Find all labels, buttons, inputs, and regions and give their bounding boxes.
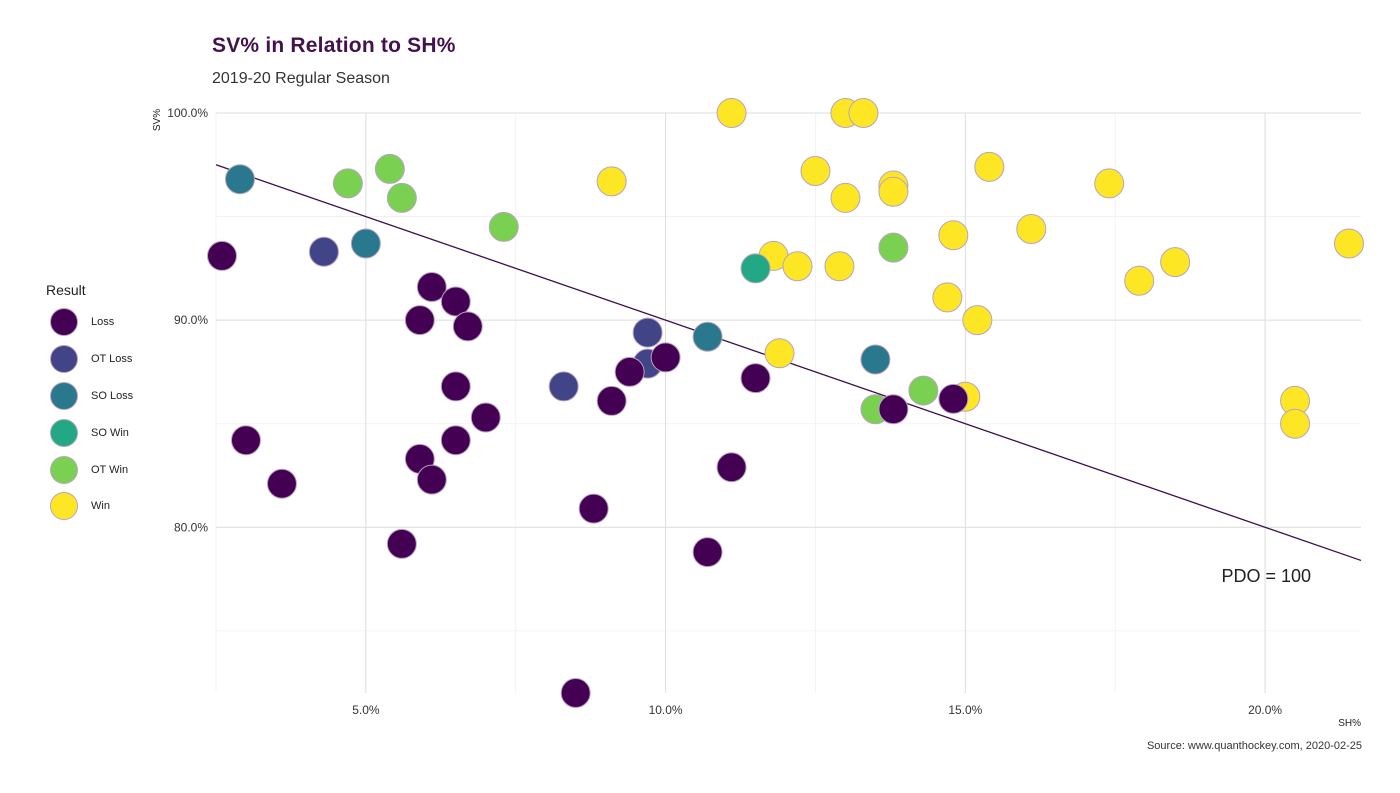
data-point-loss <box>386 528 417 559</box>
data-point-so-win <box>740 253 771 284</box>
x-tick-label: 15.0% <box>948 703 982 717</box>
data-point-loss <box>230 425 261 456</box>
data-point-ot-loss <box>548 371 579 402</box>
data-point-ot-win <box>878 232 909 263</box>
data-point-so-loss <box>692 321 723 352</box>
legend-swatch <box>50 345 78 374</box>
data-point-loss <box>206 240 237 271</box>
legend-swatch <box>50 455 78 484</box>
x-tick-label: 5.0% <box>352 703 380 717</box>
data-point-loss <box>440 371 471 402</box>
data-point-win <box>1334 228 1365 259</box>
data-point-loss <box>716 452 747 483</box>
data-point-ot-win <box>374 153 405 184</box>
legend-label: Loss <box>91 316 115 329</box>
data-point-win <box>1094 168 1125 199</box>
y-axis-title: SV% <box>152 109 163 131</box>
legend-item: OT Win <box>46 451 133 488</box>
data-point-win <box>764 338 795 369</box>
y-tick-label: 90.0% <box>174 313 208 327</box>
data-point-loss <box>578 493 609 524</box>
data-point-win <box>974 151 1005 182</box>
legend-title: Result <box>46 282 86 298</box>
data-point-win <box>848 98 879 128</box>
legend-swatch <box>50 381 78 410</box>
data-point-loss <box>452 311 483 342</box>
y-tick-label: 80.0% <box>174 520 208 534</box>
data-point-win <box>716 98 747 128</box>
legend-label: OT Loss <box>91 353 133 366</box>
data-point-loss <box>440 425 471 456</box>
data-point-win <box>1280 408 1311 439</box>
x-tick-label: 20.0% <box>1248 703 1282 717</box>
data-point-ot-loss <box>308 236 339 267</box>
legend-item: Loss <box>46 304 133 341</box>
data-point-loss <box>878 394 909 425</box>
y-tick-label: 100.0% <box>167 106 208 120</box>
chart-title: SV% in Relation to SH% <box>212 34 456 57</box>
data-point-loss <box>938 383 969 414</box>
data-point-win <box>830 182 861 213</box>
data-point-loss <box>440 286 471 317</box>
legend-swatch <box>50 492 78 521</box>
data-point-ot-win <box>908 375 939 406</box>
data-point-loss <box>470 402 501 433</box>
legend-item: SO Loss <box>46 378 133 415</box>
data-point-loss <box>266 468 297 499</box>
data-point-win <box>782 251 813 282</box>
data-point-loss <box>404 305 435 336</box>
data-point-loss <box>614 356 645 387</box>
legend-item: OT Loss <box>46 341 133 378</box>
data-point-so-loss <box>350 228 381 259</box>
x-tick-label: 10.0% <box>649 703 683 717</box>
data-point-loss <box>692 537 723 568</box>
pdo-annotation: PDO = 100 <box>1221 566 1311 586</box>
legend: Result Loss OT Loss SO Loss SO Win OT Win Win <box>46 282 133 525</box>
chart-subtitle: 2019-20 Regular Season <box>212 70 390 87</box>
data-point-loss <box>596 385 627 416</box>
data-point-loss <box>560 678 591 708</box>
data-point-win <box>800 156 831 186</box>
data-point-so-loss <box>224 164 255 195</box>
data-point-win <box>932 282 963 313</box>
legend-item: Win <box>46 488 133 525</box>
data-point-ot-win <box>386 182 417 213</box>
data-point-loss <box>416 272 447 302</box>
legend-item: SO Win <box>46 414 133 451</box>
data-point-loss <box>650 342 681 373</box>
data-point-win <box>1124 265 1155 296</box>
data-point-loss <box>740 363 771 394</box>
legend-label: SO Win <box>91 426 129 439</box>
x-axis-title: SH% <box>1338 718 1361 729</box>
legend-label: Win <box>91 500 110 513</box>
legend-swatch <box>50 308 78 337</box>
source-caption: Source: www.quanthockey.com, 2020-02-25 <box>1146 740 1362 752</box>
legend-swatch <box>50 418 78 447</box>
legend-items: Loss OT Loss SO Loss SO Win OT Win Win <box>46 304 133 525</box>
data-point-loss <box>416 464 447 495</box>
data-point-win <box>878 176 909 207</box>
data-point-so-loss <box>860 344 891 375</box>
data-point-ot-win <box>488 211 519 242</box>
data-point-win <box>1160 247 1191 278</box>
data-point-win <box>962 305 993 336</box>
data-point-win <box>596 166 627 197</box>
data-point-ot-win <box>332 168 363 199</box>
data-point-win <box>824 251 855 282</box>
data-points <box>206 98 1365 708</box>
legend-label: OT Win <box>91 463 129 476</box>
data-point-win <box>1016 214 1047 244</box>
data-point-win <box>938 220 969 251</box>
data-point-ot-loss <box>632 317 663 348</box>
tick-labels: 5.0% 10.0% 15.0% 20.0% 80.0% 90.0% 100.0% <box>167 106 1282 717</box>
legend-label: SO Loss <box>91 389 134 402</box>
